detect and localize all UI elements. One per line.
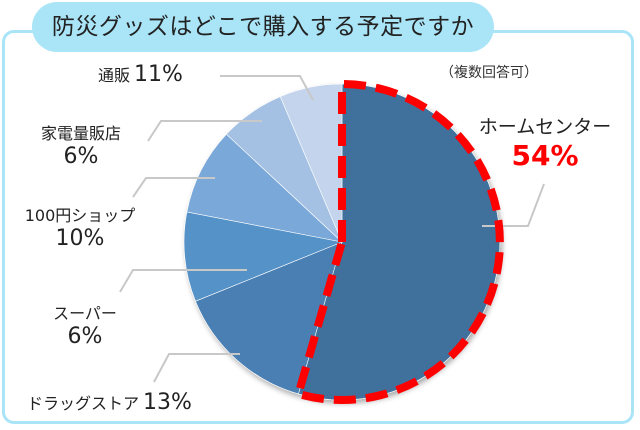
label-pct: 10% [55, 226, 105, 251]
chart-title: 防災グッズはどこで購入する予定ですか [32, 2, 494, 52]
leader-line-hundred-yen [132, 177, 215, 198]
label-pct: 6% [63, 144, 99, 169]
label-mail-order: 通販 11% [98, 62, 183, 87]
label-name: ホームセンター [478, 116, 612, 138]
label-electronics: 家電量販店 6% [22, 120, 140, 169]
label-name: 家電量販店 [40, 124, 121, 143]
pie-slice-super [183, 211, 344, 302]
label-name: 100円ショップ [24, 206, 136, 225]
label-name: スーパー [53, 304, 117, 323]
label-drugstore: ドラッグストア 13% [27, 390, 192, 415]
leader-line-electronics [147, 120, 262, 142]
label-pct: 6% [67, 324, 103, 349]
leader-line-super [119, 269, 247, 293]
pie-slice-hundred-yen [186, 133, 343, 243]
leader-line-mail-order [220, 75, 314, 101]
label-hundred-yen: 100円ショップ 10% [5, 202, 155, 251]
label-name: 通販 [98, 66, 131, 85]
label-pct: 11% [134, 62, 183, 87]
pie-slice-mail-order [279, 83, 343, 243]
label-name: ドラッグストア [27, 394, 140, 413]
label-pct: 54% [511, 139, 579, 172]
multiple-answers-note: （複数回答可） [440, 65, 538, 81]
label-super: スーパー 6% [30, 300, 140, 349]
label-home-center: ホームセンター 54% [470, 112, 620, 172]
leader-line-drugstore [153, 353, 240, 383]
highlight-dashed-outline [293, 79, 504, 404]
label-pct: 13% [143, 390, 192, 415]
